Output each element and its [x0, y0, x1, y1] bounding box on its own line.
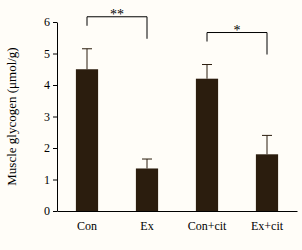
error-bar: [82, 49, 92, 69]
significance-bracket: *: [207, 23, 267, 55]
y-tick-label: 1: [44, 173, 50, 187]
y-axis-line: [57, 23, 58, 212]
x-tick: Con: [77, 211, 97, 233]
x-tick-label: Ex+cit: [251, 219, 284, 233]
error-cap: [202, 64, 212, 65]
y-tick-mark: [53, 117, 57, 118]
error-stem: [87, 49, 88, 69]
x-tick: Con+cit: [188, 211, 227, 233]
y-tick-label: 5: [44, 47, 50, 61]
x-tick: Ex+cit: [251, 211, 284, 233]
y-tick-label: 0: [44, 204, 50, 218]
x-tick-label: Ex: [140, 219, 153, 233]
y-tick-mark: [53, 85, 57, 86]
bar: [76, 69, 98, 211]
error-stem: [267, 135, 268, 154]
x-tick: Ex: [140, 211, 153, 233]
y-tick: 3: [44, 110, 57, 124]
y-tick-label: 3: [44, 110, 50, 124]
y-tick: 1: [44, 173, 57, 187]
error-stem: [147, 159, 148, 168]
y-tick: 4: [44, 78, 57, 92]
x-tick-label: Con+cit: [188, 219, 227, 233]
y-tick-mark: [53, 54, 57, 55]
error-cap: [82, 48, 92, 49]
x-tick-label: Con: [77, 219, 97, 233]
y-axis: 0 1 2 3 4 5 6: [44, 15, 58, 218]
y-tick: 6: [44, 15, 57, 29]
error-stem: [207, 65, 208, 79]
error-bar: [262, 135, 272, 154]
y-tick-mark: [53, 180, 57, 181]
significance-label: *: [234, 23, 241, 38]
y-tick-label: 6: [44, 15, 50, 29]
error-cap: [262, 135, 272, 136]
x-axis-line: [58, 211, 298, 212]
error-cap: [142, 159, 152, 160]
bar: [136, 168, 158, 211]
y-tick: 5: [44, 47, 57, 61]
y-tick-mark: [53, 211, 57, 212]
error-bar: [142, 159, 152, 168]
plot-area: [76, 49, 278, 211]
significance-bracket: **: [87, 7, 147, 39]
y-tick-mark: [53, 148, 57, 149]
y-axis-title: Muscle glycogen (μmol/g): [4, 47, 19, 185]
bar: [256, 154, 278, 211]
y-tick-label: 2: [44, 141, 50, 155]
y-tick-label: 4: [44, 78, 50, 92]
y-tick: 0: [44, 204, 57, 218]
significance-label: **: [110, 7, 124, 22]
bar: [196, 79, 218, 211]
y-tick-mark: [53, 22, 57, 23]
x-axis: Con Ex Con+cit Ex+cit: [58, 211, 298, 233]
error-bar: [202, 65, 212, 79]
y-tick: 2: [44, 141, 57, 155]
